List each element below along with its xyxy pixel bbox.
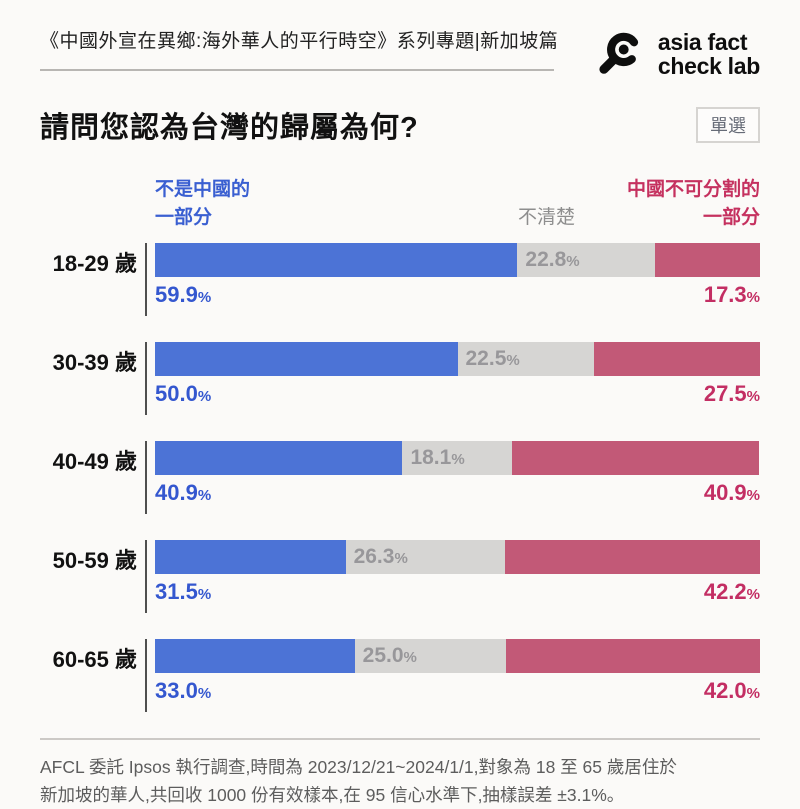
logo-line1: asia fact — [657, 28, 748, 55]
age-label: 50-59 歲 — [52, 548, 137, 574]
magnifier-logo-icon — [599, 32, 638, 74]
unclear-value-label: 25.0% — [362, 644, 417, 668]
stacked-bar: 25.0% — [155, 639, 760, 674]
age-label: 40-49 歲 — [52, 449, 137, 475]
inseparable-value-label: 27.5% — [703, 381, 760, 407]
bar-segment-not-part-of-china — [155, 441, 403, 476]
header-divider — [40, 69, 554, 71]
legend-right-line2: 一部分 — [702, 206, 760, 228]
legend-body: 不是中國的 一部分 不清楚 中國不可分割的 一部分 — [155, 176, 760, 231]
bar-segment-inseparable-part-of-china — [505, 639, 760, 674]
legend-spacer — [40, 176, 155, 231]
bar-segment-not-part-of-china — [155, 243, 518, 278]
row-body: 22.5% 50.0% 27.5% — [145, 342, 760, 416]
legend-right-line1: 中國不可分割的 — [626, 179, 760, 200]
footer-note: AFCL 委託 Ipsos 執行調查,時間為 2023/12/21~2024/1… — [40, 753, 760, 809]
not-part-value-label: 40.9% — [155, 480, 212, 506]
legend-left-line2: 一部分 — [155, 206, 213, 228]
unclear-value-label: 22.5% — [465, 347, 520, 371]
chart-row: 50-59 歲 26.3% 31.5% 42.2% — [40, 540, 760, 614]
footer-divider — [40, 738, 760, 741]
chart-rows: 18-29 歲 22.8% 59.9% 17.3% 30-39 歲 22.5% 50.0% 2… — [40, 243, 760, 713]
legend: 不是中國的 一部分 不清楚 中國不可分割的 一部分 — [40, 176, 760, 231]
row-body: 26.3% 31.5% 42.2% — [145, 540, 760, 614]
bar-segment-inseparable-part-of-china — [655, 243, 760, 278]
inseparable-value-label: 42.0% — [703, 678, 760, 704]
value-labels: 33.0% 42.0% — [155, 678, 760, 704]
not-part-value-label: 50.0% — [155, 381, 212, 407]
age-label: 18-29 歲 — [52, 251, 137, 277]
value-labels: 40.9% 40.9% — [155, 480, 760, 506]
not-part-value-label: 59.9% — [155, 282, 212, 308]
afcl-logo: asia fact check lab — [594, 26, 760, 82]
row-body: 22.8% 59.9% 17.3% — [145, 243, 760, 317]
question-title: 請問您認為台灣的歸屬為何? — [40, 112, 419, 144]
unclear-value-label: 22.8% — [525, 248, 580, 272]
footer-line2: 新加坡的華人,共回收 1000 份有效樣本,在 95 信心水準下,抽樣誤差 ±3… — [40, 785, 625, 806]
bar-segment-not-part-of-china — [155, 540, 346, 575]
bar-segment-not-part-of-china — [155, 342, 458, 377]
unclear-value-label: 26.3% — [353, 545, 408, 569]
chart-row: 18-29 歲 22.8% 59.9% 17.3% — [40, 243, 760, 317]
series-title: 《中國外宣在異鄉:海外華人的平行時空》系列專題|新加坡篇 — [40, 31, 559, 52]
inseparable-value-label: 17.3% — [703, 282, 760, 308]
legend-left-line1: 不是中國的 — [155, 179, 251, 200]
inseparable-value-label: 42.2% — [703, 579, 760, 605]
single-choice-badge: 單選 — [696, 107, 760, 143]
stacked-bar: 22.8% — [155, 243, 760, 278]
chart-row: 40-49 歲 18.1% 40.9% 40.9% — [40, 441, 760, 515]
unclear-value-label: 18.1% — [410, 446, 465, 470]
legend-inseparable: 中國不可分割的 一部分 — [627, 176, 760, 231]
row-body: 25.0% 33.0% 42.0% — [145, 639, 760, 713]
bar-segment-unclear: 22.5% — [457, 342, 594, 377]
logo-line2: check lab — [657, 53, 760, 79]
bar-segment-unclear: 25.0% — [354, 639, 506, 674]
legend-not-part-of-china: 不是中國的 一部分 — [155, 176, 760, 231]
bar-segment-not-part-of-china — [155, 639, 355, 674]
footer-line1: AFCL 委託 Ipsos 執行調查,時間為 2023/12/21~2024/1… — [40, 757, 677, 778]
not-part-value-label: 33.0% — [155, 678, 212, 704]
logo-text: asia fact check lab — [658, 30, 760, 78]
bar-segment-inseparable-part-of-china — [511, 441, 760, 476]
question-row: 請問您認為台灣的歸屬為何? 單選 — [40, 104, 760, 146]
stacked-bar: 22.5% — [155, 342, 760, 377]
legend-unclear: 不清楚 — [518, 206, 576, 228]
inseparable-value-label: 40.9% — [703, 480, 760, 506]
chart-row: 30-39 歲 22.5% 50.0% 27.5% — [40, 342, 760, 416]
bar-segment-unclear: 26.3% — [345, 540, 505, 575]
stacked-bar: 26.3% — [155, 540, 760, 575]
bar-segment-inseparable-part-of-china — [593, 342, 760, 377]
row-body: 18.1% 40.9% 40.9% — [145, 441, 760, 515]
age-label: 30-39 歲 — [52, 350, 137, 376]
bar-segment-unclear: 22.8% — [517, 243, 656, 278]
stacked-bar: 18.1% — [155, 441, 760, 476]
header-left: 《中國外宣在異鄉:海外華人的平行時空》系列專題|新加坡篇 — [40, 26, 584, 71]
chart-row: 60-65 歲 25.0% 33.0% 42.0% — [40, 639, 760, 713]
header: 《中國外宣在異鄉:海外華人的平行時空》系列專題|新加坡篇 asia fact c… — [40, 26, 760, 82]
not-part-value-label: 31.5% — [155, 579, 212, 605]
value-labels: 31.5% 42.2% — [155, 579, 760, 605]
value-labels: 50.0% 27.5% — [155, 381, 760, 407]
bar-segment-inseparable-part-of-china — [504, 540, 760, 575]
age-label: 60-65 歲 — [52, 647, 137, 673]
bar-segment-unclear: 18.1% — [402, 441, 512, 476]
value-labels: 59.9% 17.3% — [155, 282, 760, 308]
